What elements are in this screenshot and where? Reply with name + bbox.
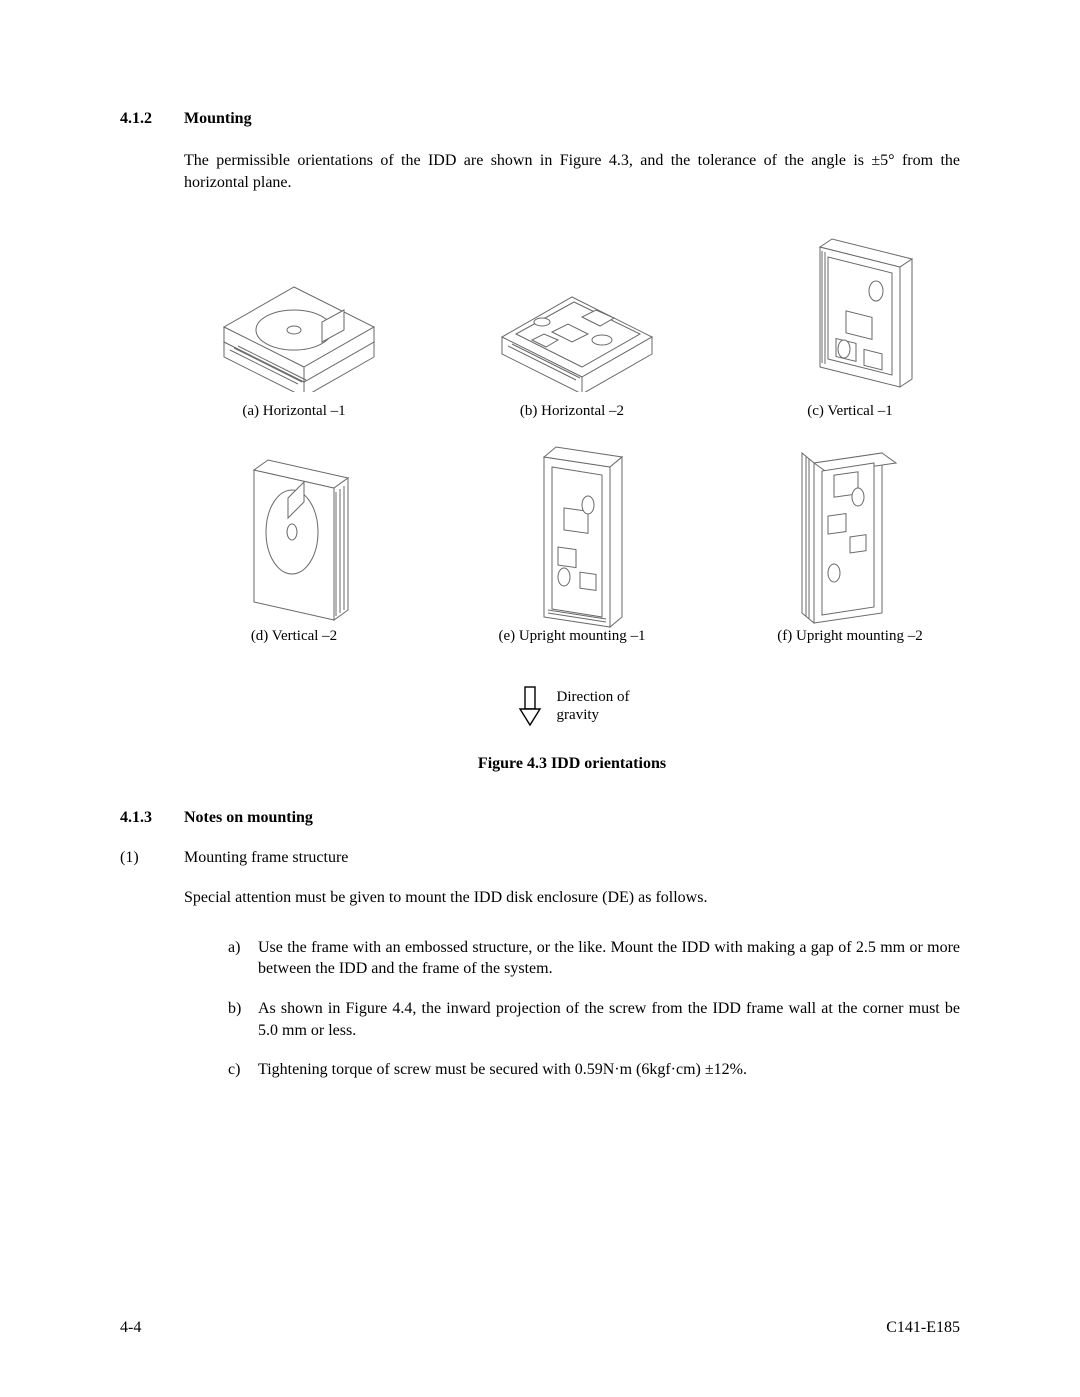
subsection-1-title: Mounting frame structure — [184, 849, 348, 867]
notes-list: a) Use the frame with an embossed struct… — [228, 937, 960, 1081]
section-413-header: 4.1.3 Notes on mounting — [120, 809, 960, 827]
caption-e: (e) Upright mounting –1 — [498, 628, 645, 645]
figure-cell-b: (b) Horizontal –2 — [462, 217, 682, 420]
figure-cell-d: (d) Vertical –2 — [184, 442, 404, 645]
note-item-c: c) Tightening torque of screw must be se… — [228, 1059, 960, 1081]
page: 4.1.2 Mounting The permissible orientati… — [0, 0, 1080, 1397]
note-body-a: Use the frame with an embossed structure… — [258, 937, 960, 980]
caption-b: (b) Horizontal –2 — [520, 403, 624, 420]
note-body-c: Tightening torque of screw must be secur… — [258, 1059, 960, 1081]
figure-cell-c: (c) Vertical –1 — [740, 217, 960, 420]
figure-title: Figure 4.3 IDD orientations — [184, 755, 960, 773]
footer-doc-id: C141-E185 — [886, 1319, 960, 1337]
section-412-title: Mounting — [184, 110, 960, 128]
figure-cell-e: (e) Upright mounting –1 — [462, 442, 682, 645]
gravity-arrow-icon — [515, 685, 545, 727]
gravity-indicator: Direction of gravity — [184, 685, 960, 727]
caption-f: (f) Upright mounting –2 — [777, 628, 922, 645]
figure-row-1: (a) Horizontal –1 — [184, 217, 960, 420]
drawing-upright-2 — [750, 442, 950, 622]
drawing-vertical-1 — [750, 217, 950, 397]
note-marker-b: b) — [228, 998, 258, 1041]
figure-4-3: (a) Horizontal –1 — [184, 217, 960, 773]
figure-cell-a: (a) Horizontal –1 — [184, 217, 404, 420]
drawing-horizontal-2 — [472, 217, 672, 397]
figure-cell-f: (f) Upright mounting –2 — [740, 442, 960, 645]
drawing-horizontal-1 — [194, 217, 394, 397]
section-412-paragraph: The permissible orientations of the IDD … — [184, 150, 960, 193]
note-marker-a: a) — [228, 937, 258, 980]
page-footer: 4-4 C141-E185 — [120, 1319, 960, 1337]
section-412-header: 4.1.2 Mounting — [120, 110, 960, 128]
figure-grid: (a) Horizontal –1 — [184, 217, 960, 727]
gravity-label-line1: Direction of — [557, 688, 630, 706]
section-413-title: Notes on mounting — [184, 809, 960, 827]
section-412-number: 4.1.2 — [120, 110, 184, 128]
drawing-vertical-2 — [194, 442, 394, 622]
caption-d: (d) Vertical –2 — [251, 628, 337, 645]
drawing-upright-1 — [472, 442, 672, 622]
footer-page-number: 4-4 — [120, 1319, 141, 1337]
section-413-number: 4.1.3 — [120, 809, 184, 827]
note-item-b: b) As shown in Figure 4.4, the inward pr… — [228, 998, 960, 1041]
subsection-1-number: (1) — [120, 849, 184, 867]
caption-a: (a) Horizontal –1 — [242, 403, 345, 420]
note-marker-c: c) — [228, 1059, 258, 1081]
gravity-label-line2: gravity — [557, 706, 630, 724]
gravity-label: Direction of gravity — [557, 688, 630, 724]
note-body-b: As shown in Figure 4.4, the inward proje… — [258, 998, 960, 1041]
section-413-intro: Special attention must be given to mount… — [184, 887, 960, 909]
caption-c: (c) Vertical –1 — [807, 403, 893, 420]
note-item-a: a) Use the frame with an embossed struct… — [228, 937, 960, 980]
figure-row-2: (d) Vertical –2 — [184, 442, 960, 645]
subsection-1: (1) Mounting frame structure — [120, 849, 960, 867]
